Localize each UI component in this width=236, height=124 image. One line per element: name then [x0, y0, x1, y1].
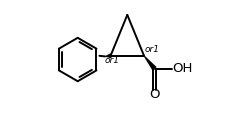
Text: OH: OH — [173, 62, 193, 75]
Text: or1: or1 — [105, 56, 120, 65]
Polygon shape — [144, 55, 157, 71]
Text: O: O — [149, 88, 160, 101]
Text: or1: or1 — [145, 45, 160, 54]
